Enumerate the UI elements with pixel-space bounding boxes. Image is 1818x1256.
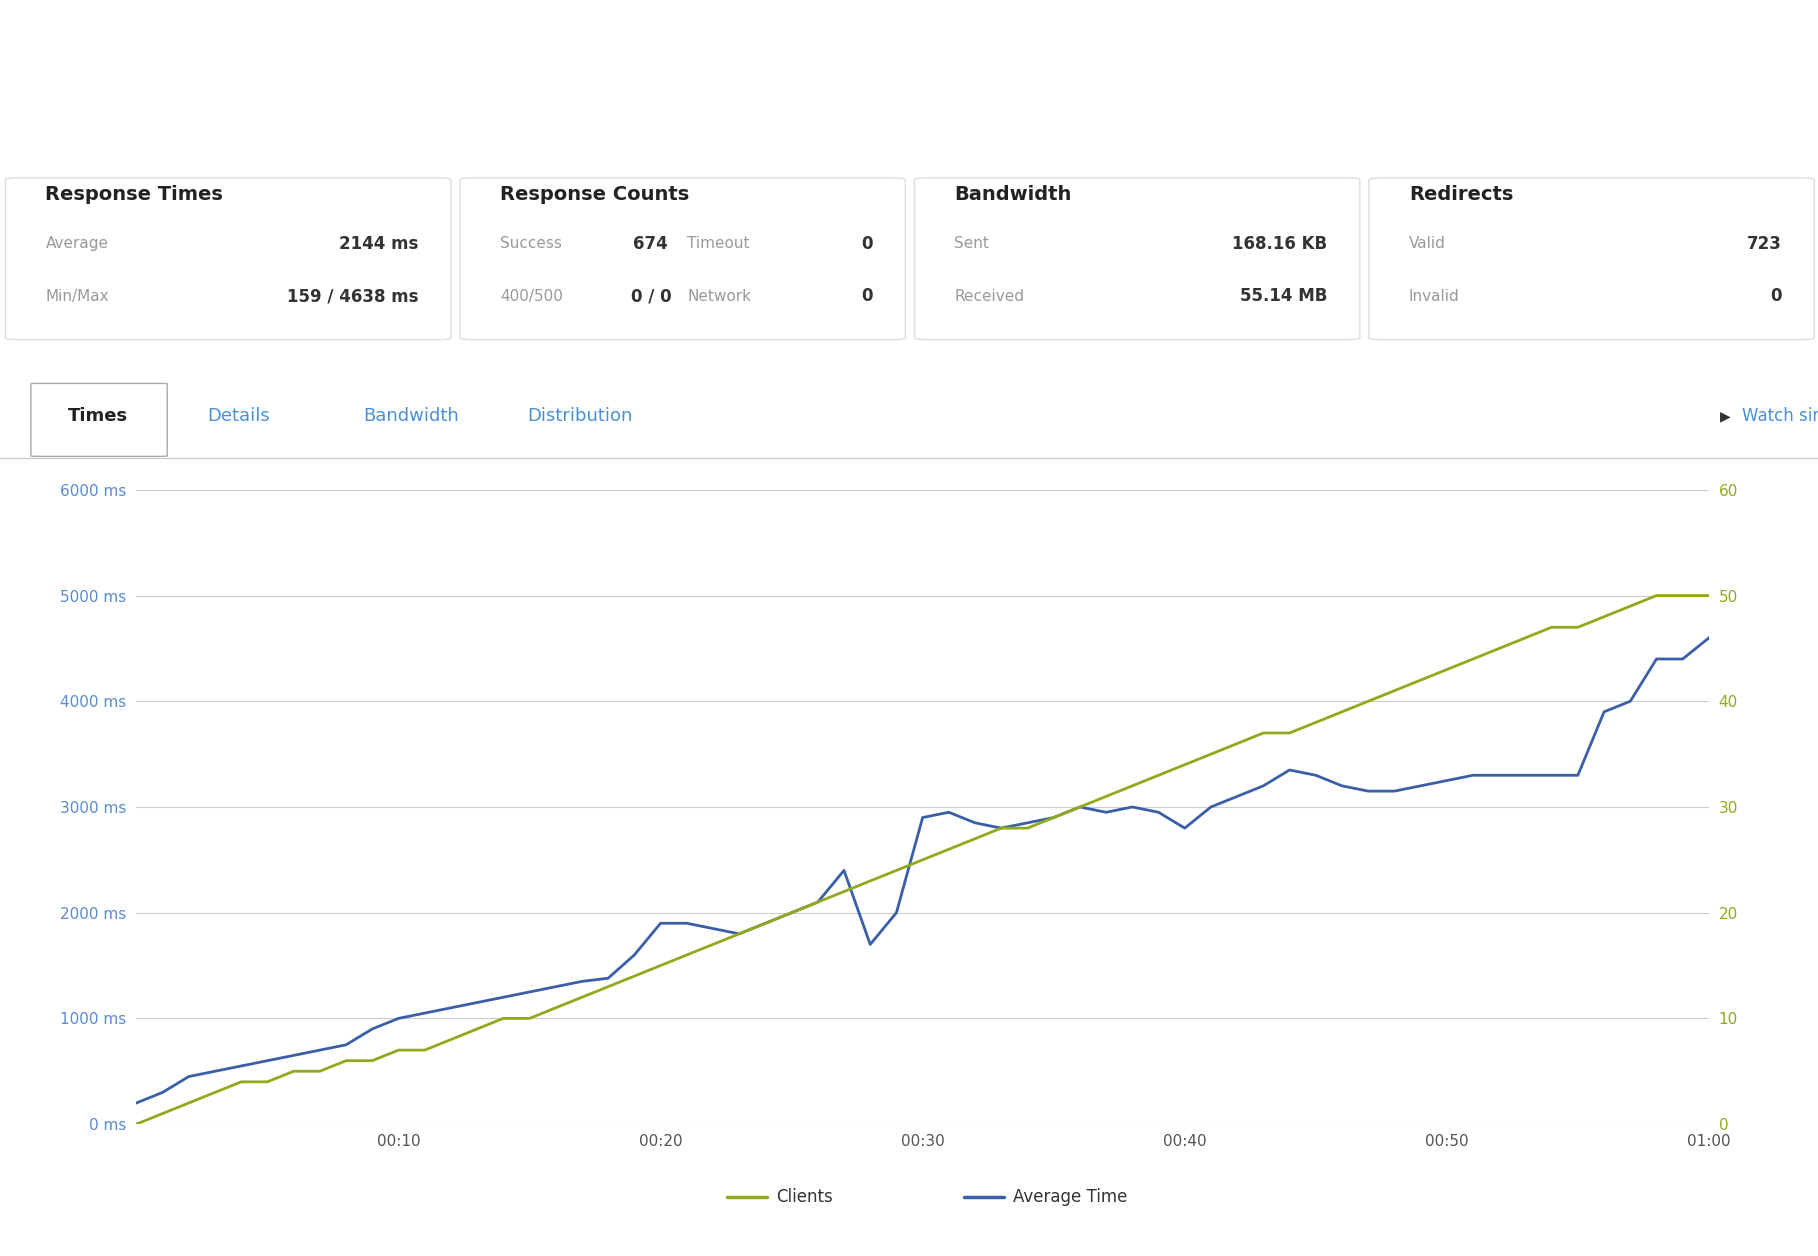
Text: Valid: Valid (1409, 236, 1445, 251)
Text: Clients: Clients (776, 1188, 833, 1206)
Text: 674: 674 (633, 235, 669, 252)
FancyBboxPatch shape (914, 177, 1360, 339)
Text: Distribution: Distribution (527, 407, 633, 426)
Text: Received: Received (954, 289, 1025, 304)
Text: 2144 ms: 2144 ms (338, 235, 418, 252)
Text: 0 / 0: 0 / 0 (631, 288, 671, 305)
Text: Response Times: Response Times (45, 185, 224, 205)
Text: Average: Average (45, 236, 109, 251)
Text: Average Time: Average Time (1013, 1188, 1127, 1206)
Text: 168.16 KB: 168.16 KB (1233, 235, 1327, 252)
Text: Bandwidth: Bandwidth (364, 407, 458, 426)
Text: 0: 0 (1771, 288, 1782, 305)
Text: ▶: ▶ (1720, 409, 1731, 423)
Text: Network: Network (687, 289, 751, 304)
Text: Timeout: Timeout (687, 236, 749, 251)
Text: Bandwidth: Bandwidth (954, 185, 1073, 205)
FancyBboxPatch shape (31, 383, 167, 456)
Text: Details: Details (207, 407, 269, 426)
Text: 159 / 4638 ms: 159 / 4638 ms (287, 288, 418, 305)
Text: Success: Success (500, 236, 562, 251)
Text: 400/500: 400/500 (500, 289, 564, 304)
Text: Times: Times (67, 407, 129, 426)
Text: Response Counts: Response Counts (500, 185, 689, 205)
Text: 0: 0 (862, 235, 873, 252)
Text: 723: 723 (1747, 235, 1782, 252)
Text: 55.14 MB: 55.14 MB (1240, 288, 1327, 305)
Text: Watch simulation: Watch simulation (1742, 407, 1818, 426)
FancyBboxPatch shape (460, 177, 905, 339)
Text: 0: 0 (862, 288, 873, 305)
Text: Sent: Sent (954, 236, 989, 251)
FancyBboxPatch shape (5, 177, 451, 339)
Text: Redirects: Redirects (1409, 185, 1513, 205)
Text: Min/Max: Min/Max (45, 289, 109, 304)
Text: Invalid: Invalid (1409, 289, 1460, 304)
FancyBboxPatch shape (1369, 177, 1814, 339)
